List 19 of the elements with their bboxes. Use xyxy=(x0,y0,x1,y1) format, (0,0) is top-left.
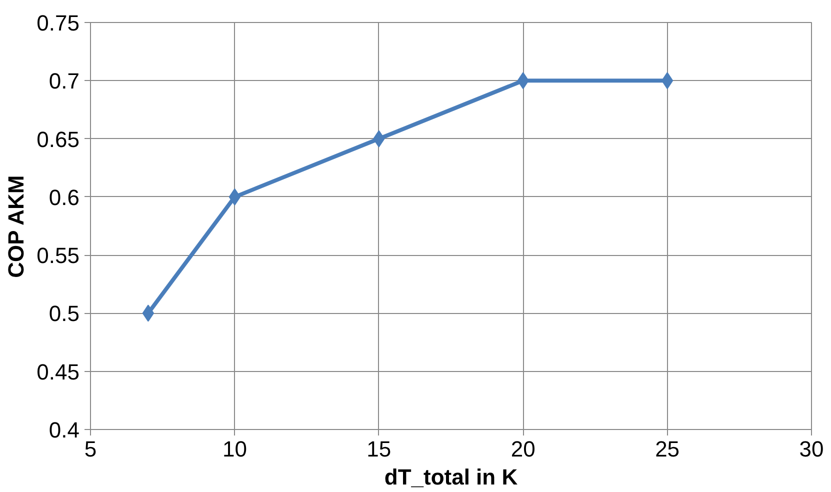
x-axis-title: dT_total in K xyxy=(384,464,518,490)
y-tick-label: 0.65 xyxy=(36,126,80,152)
x-tick-label: 15 xyxy=(366,436,392,462)
point xyxy=(142,304,154,322)
y-tick-label: 0.6 xyxy=(48,184,80,210)
y-tick-label: 0.5 xyxy=(48,301,80,326)
y-tick-label: 0.75 xyxy=(36,10,80,36)
y-axis-title: COP AKM xyxy=(4,175,29,278)
y-tick-label: 0.7 xyxy=(48,68,80,94)
y-tick-label: 0.55 xyxy=(36,243,80,268)
y-tick-label: 0.45 xyxy=(36,359,80,384)
x-tick-label: 10 xyxy=(222,436,247,462)
x-tick-label: 5 xyxy=(84,436,97,462)
y-tick-label: 0.4 xyxy=(48,418,80,442)
point xyxy=(228,188,241,206)
x-tick-label: 30 xyxy=(799,436,824,462)
x-tick-label: 20 xyxy=(510,436,536,462)
point xyxy=(661,72,674,90)
x-tick-label: 25 xyxy=(655,436,680,462)
